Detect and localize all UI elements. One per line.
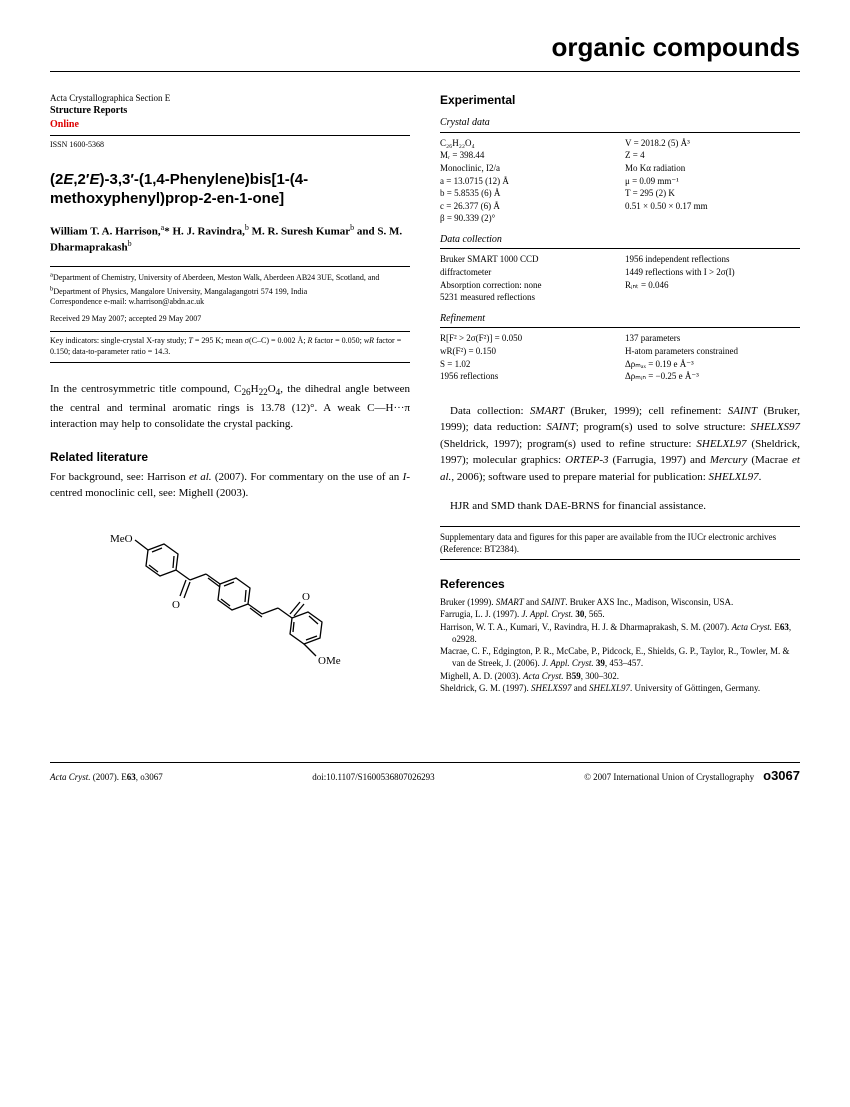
footer-doi: doi:10.1107/S1600536807026293 — [312, 771, 434, 783]
data-line: C₂₆H₂₂O₄ — [440, 137, 615, 150]
footer-right: © 2007 International Union of Crystallog… — [584, 767, 800, 785]
experimental-heading: Experimental — [440, 92, 800, 108]
data-line: a = 13.0715 (12) Å — [440, 175, 615, 188]
data-line: β = 90.339 (2)° — [440, 212, 615, 225]
refinement-sub: Refinement — [440, 312, 800, 329]
data-line: μ = 0.09 mm⁻¹ — [625, 175, 800, 188]
data-line: b = 5.8535 (6) Å — [440, 187, 615, 200]
data-line: Absorption correction: none — [440, 279, 615, 292]
references-list: Bruker (1999). SMART and SAINT. Bruker A… — [440, 597, 800, 696]
data-line: 1956 independent reflections — [625, 253, 800, 266]
data-line: 1449 reflections with I > 2σ(I) — [625, 266, 800, 279]
journal-issn: ISSN 1600-5368 — [50, 140, 410, 151]
right-column: Experimental Crystal data C₂₆H₂₂O₄Mᵣ = 3… — [440, 92, 800, 732]
acknowledgement: HJR and SMD thank DAE-BRNS for financial… — [440, 499, 800, 514]
svg-text:OMe: OMe — [318, 655, 341, 667]
reference-item: Sheldrick, G. M. (1997). SHELXS97 and SH… — [440, 683, 800, 695]
chemical-structure-diagram: MeO O — [90, 522, 370, 712]
related-heading: Related literature — [50, 449, 410, 465]
left-column: Acta Crystallographica Section E Structu… — [50, 92, 410, 732]
supplementary: Supplementary data and figures for this … — [440, 526, 800, 560]
article-affiliations: aDepartment of Chemistry, University of … — [50, 266, 410, 309]
journal-sub: Structure Reports — [50, 104, 410, 118]
crystal-data-sub: Crystal data — [440, 116, 800, 133]
data-line: Monoclinic, I2/a — [440, 162, 615, 175]
page-number: o3067 — [763, 768, 800, 783]
journal-online: Online — [50, 118, 410, 132]
correspondence: Correspondence e-mail: w.harrison@abdn.a… — [50, 297, 204, 306]
article-dates: Received 29 May 2007; accepted 29 May 20… — [50, 314, 410, 325]
data-line: R[F² > 2σ(F²)] = 0.050 — [440, 332, 615, 345]
references-heading: References — [440, 576, 800, 592]
journal-name: Acta Crystallographica Section E — [50, 92, 410, 104]
data-line: V = 2018.2 (5) Å³ — [625, 137, 800, 150]
abstract: In the centrosymmetric title compound, C… — [50, 381, 410, 433]
data-line: 0.51 × 0.50 × 0.17 mm — [625, 200, 800, 213]
reference-item: Bruker (1999). SMART and SAINT. Bruker A… — [440, 597, 800, 609]
refinement-data: R[F² > 2σ(F²)] = 0.050wR(F²) = 0.150S = … — [440, 332, 800, 382]
svg-text:O: O — [172, 599, 180, 611]
reference-item: Mighell, A. D. (2003). Acta Cryst. B59, … — [440, 671, 800, 683]
data-line: Mo Kα radiation — [625, 162, 800, 175]
data-line: Bruker SMART 1000 CCD — [440, 253, 615, 266]
data-line: Mᵣ = 398.44 — [440, 149, 615, 162]
data-line: Δρₘᵢₙ = −0.25 e Å⁻³ — [625, 370, 800, 383]
svg-text:O: O — [302, 591, 310, 603]
data-line: S = 1.02 — [440, 358, 615, 371]
article-title: (2E,2′E)-3,3′-(1,4-Phenylene)bis[1-(4-me… — [50, 171, 410, 209]
data-line: 137 parameters — [625, 332, 800, 345]
related-text: For background, see: Harrison et al. (20… — [50, 469, 410, 502]
data-line: c = 26.377 (6) Å — [440, 200, 615, 213]
svg-text:MeO: MeO — [110, 533, 133, 545]
page-footer: Acta Cryst. (2007). E63, o3067 doi:10.11… — [50, 762, 800, 785]
data-line: Δρₘₐₓ = 0.19 e Å⁻³ — [625, 358, 800, 371]
data-line: H-atom parameters constrained — [625, 345, 800, 358]
data-collection: Bruker SMART 1000 CCD diffractometerAbso… — [440, 253, 800, 303]
reference-item: Farrugia, L. J. (1997). J. Appl. Cryst. … — [440, 609, 800, 621]
data-line: Rᵢₙₜ = 0.046 — [625, 279, 800, 292]
footer-left: Acta Cryst. (2007). E63, o3067 — [50, 771, 163, 783]
data-line: diffractometer — [440, 266, 615, 279]
crystal-data: C₂₆H₂₂O₄Mᵣ = 398.44Monoclinic, I2/aa = 1… — [440, 137, 800, 225]
data-line: T = 295 (2) K — [625, 187, 800, 200]
page-section-title: organic compounds — [50, 30, 800, 72]
software-text: Data collection: SMART (Bruker, 1999); c… — [440, 403, 800, 486]
article-authors: William T. A. Harrison,a* H. J. Ravindra… — [50, 223, 410, 256]
data-collection-sub: Data collection — [440, 233, 800, 250]
data-line: Z = 4 — [625, 149, 800, 162]
reference-item: Macrae, C. F., Edgington, P. R., McCabe,… — [440, 646, 800, 669]
data-line: wR(F²) = 0.150 — [440, 345, 615, 358]
reference-item: Harrison, W. T. A., Kumari, V., Ravindra… — [440, 622, 800, 645]
data-line: 1956 reflections — [440, 370, 615, 383]
data-line: 5231 measured reflections — [440, 291, 615, 304]
key-indicators: Key indicators: single-crystal X-ray stu… — [50, 331, 410, 363]
